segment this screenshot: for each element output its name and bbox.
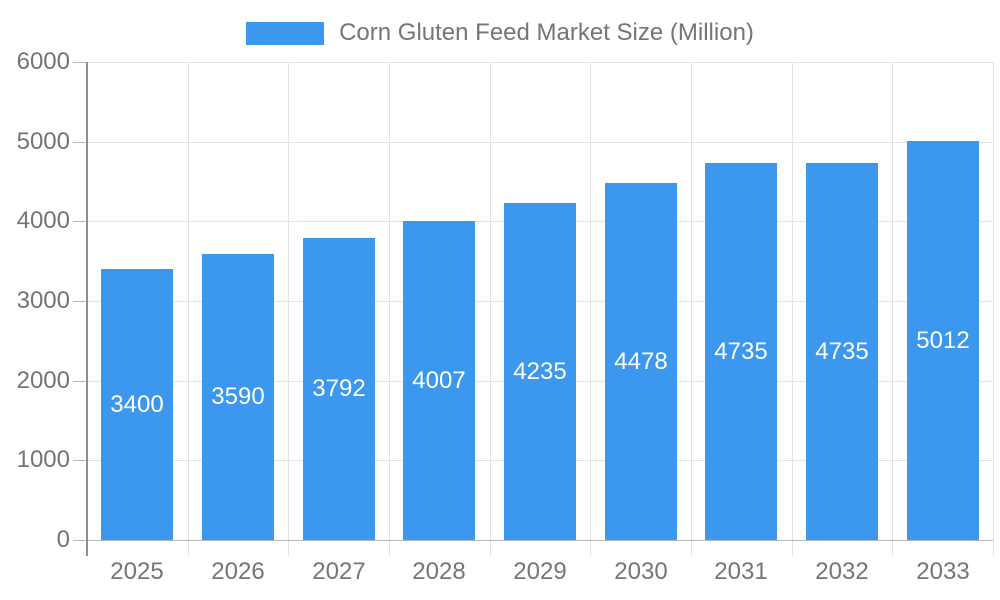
y-tick [73,62,87,63]
v-gridline [490,62,491,556]
bar: 3590 [202,254,274,540]
y-tick [73,221,87,222]
v-gridline [288,62,289,556]
bar: 4478 [605,183,677,540]
bar-value-label: 4235 [513,357,567,385]
legend-label: Corn Gluten Feed Market Size (Million) [339,19,754,46]
bar-value-label: 4478 [614,347,668,375]
v-gridline [892,62,893,556]
x-tick-label: 2027 [312,558,366,585]
bar-value-label: 4735 [714,337,768,365]
v-gridline [993,62,994,556]
bar: 4235 [504,203,576,540]
v-gridline [188,62,189,556]
x-tick-label: 2028 [412,558,466,585]
x-tick-label: 2030 [614,558,668,585]
y-tick-label: 5000 [16,128,70,155]
y-tick-label: 2000 [16,367,70,394]
y-tick [73,301,87,302]
x-tick-label: 2033 [916,558,970,585]
x-tick-label: 2026 [211,558,265,585]
v-gridline [590,62,591,556]
bar-value-label: 4735 [815,337,869,365]
bar: 3792 [303,238,375,540]
h-gridline [87,62,993,63]
bar: 5012 [907,141,979,540]
bar: 4735 [806,163,878,540]
y-tick [73,381,87,382]
x-tick-label: 2032 [815,558,869,585]
bar: 4007 [403,221,475,540]
chart-legend: Corn Gluten Feed Market Size (Million) [0,18,1000,48]
legend-swatch-icon [246,21,325,45]
x-tick-label: 2025 [110,558,164,585]
bar-value-label: 3590 [211,383,265,410]
bar-value-label: 5012 [916,326,970,354]
x-tick-label: 2029 [513,558,567,585]
y-tick [73,460,87,461]
y-tick [73,142,87,143]
bar-value-label: 4007 [412,366,466,394]
x-tick-label: 2031 [714,558,768,585]
y-tick-label: 4000 [16,207,70,234]
y-tick-label: 3000 [16,287,70,314]
v-gridline [691,62,692,556]
x-axis-baseline [87,540,993,541]
y-tick-label: 6000 [16,48,70,75]
v-gridline [792,62,793,556]
y-tick-label: 0 [56,526,70,553]
h-gridline [87,142,993,143]
y-tick [73,540,87,541]
bar-value-label: 3400 [110,390,164,418]
bar-value-label: 3792 [312,375,366,402]
v-gridline [389,62,390,556]
y-tick-label: 1000 [16,446,70,473]
bar: 3400 [101,269,173,540]
bar: 4735 [705,163,777,540]
y-axis-line [86,62,88,556]
